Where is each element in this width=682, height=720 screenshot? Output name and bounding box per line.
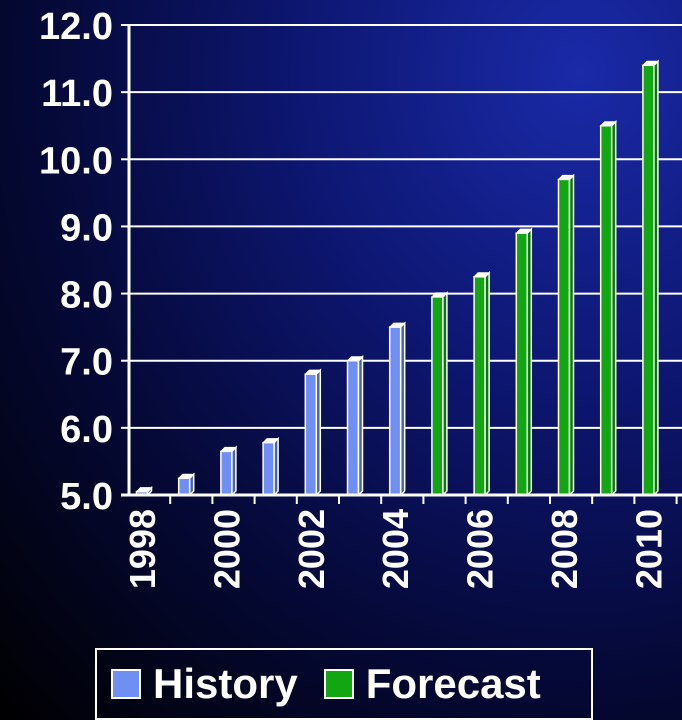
bar-front (431, 296, 444, 496)
bar-history (219, 445, 238, 497)
bar-top (641, 60, 660, 66)
bar-top (430, 292, 449, 298)
x-tick-label: 1998 (122, 509, 163, 589)
bar-front (599, 124, 613, 496)
y-tick-label: 11.0 (41, 73, 113, 115)
bar-top (219, 446, 238, 452)
gridlines (129, 24, 682, 429)
bar-side (568, 173, 575, 497)
legend-label-history: History (153, 660, 298, 707)
bar-side (653, 59, 659, 497)
bar-forecast (599, 119, 617, 497)
bar-top (515, 228, 533, 234)
bar-front (557, 178, 571, 496)
bar-top (599, 121, 617, 127)
y-tick-label: 7.0 (60, 342, 113, 384)
x-tick-label: 2010 (628, 509, 669, 589)
bar-forecast (472, 270, 491, 497)
x-tick-label: 2006 (460, 509, 501, 589)
bar-side (526, 227, 533, 497)
bar-front (346, 359, 360, 496)
bar-front (262, 441, 275, 496)
bar-side (484, 270, 490, 497)
bar-front (473, 276, 486, 496)
x-tick-label: 2004 (375, 509, 416, 589)
bar-history (388, 321, 406, 497)
bar-side (273, 436, 279, 497)
bar-side (315, 368, 322, 497)
bar-side (399, 321, 406, 497)
bar-top (177, 473, 195, 479)
y-tick-label: 9.0 (60, 207, 113, 249)
bar-forecast (641, 59, 660, 497)
y-tick-label: 8.0 (60, 275, 113, 317)
bar-history (261, 436, 280, 497)
bar-front (177, 477, 191, 496)
y-tick-label: 12.0 (39, 6, 113, 48)
bar-top (388, 322, 406, 328)
legend-label-forecast: Forecast (365, 660, 541, 707)
bar-top (346, 356, 364, 362)
bar-top (261, 438, 280, 444)
legend-swatch-forecast (323, 669, 354, 699)
bar-top (135, 487, 153, 493)
bar-top (472, 272, 491, 278)
bar-side (610, 119, 617, 497)
y-axis-ticks: 5.0 6.0 7.0 8.0 9.0 10.0 11.0 12.0 (39, 6, 129, 518)
bar-side (231, 445, 237, 497)
bar-forecast (515, 227, 533, 497)
bar-side (357, 354, 364, 497)
bar-top (304, 369, 322, 375)
bar-top (557, 174, 575, 180)
legend-item-history: History (111, 660, 298, 708)
y-tick-label: 10.0 (39, 140, 113, 182)
y-tick-label: 5.0 (60, 476, 113, 518)
bar-front (388, 326, 402, 496)
bar-forecast (430, 291, 449, 497)
bars (135, 59, 660, 497)
legend: History Forecast (95, 648, 593, 720)
x-tick-label: 2008 (544, 509, 585, 589)
bar-front (304, 373, 318, 496)
bar-front (642, 64, 655, 496)
x-tick-label: 2000 (206, 509, 247, 589)
bar-history (177, 472, 195, 497)
x-axis-ticks: 1998 2000 2002 2004 2006 2008 2010 (122, 495, 678, 589)
bar-forecast (557, 173, 575, 497)
x-tick-label: 2002 (291, 509, 332, 589)
bar-front (220, 450, 233, 496)
y-tick-label: 6.0 (60, 409, 113, 451)
bar-history (304, 368, 322, 497)
bar-side (442, 291, 448, 497)
legend-item-forecast: Forecast (323, 660, 541, 708)
legend-swatch-history (111, 669, 141, 699)
bar-history (346, 354, 364, 497)
bar-front (515, 232, 529, 496)
